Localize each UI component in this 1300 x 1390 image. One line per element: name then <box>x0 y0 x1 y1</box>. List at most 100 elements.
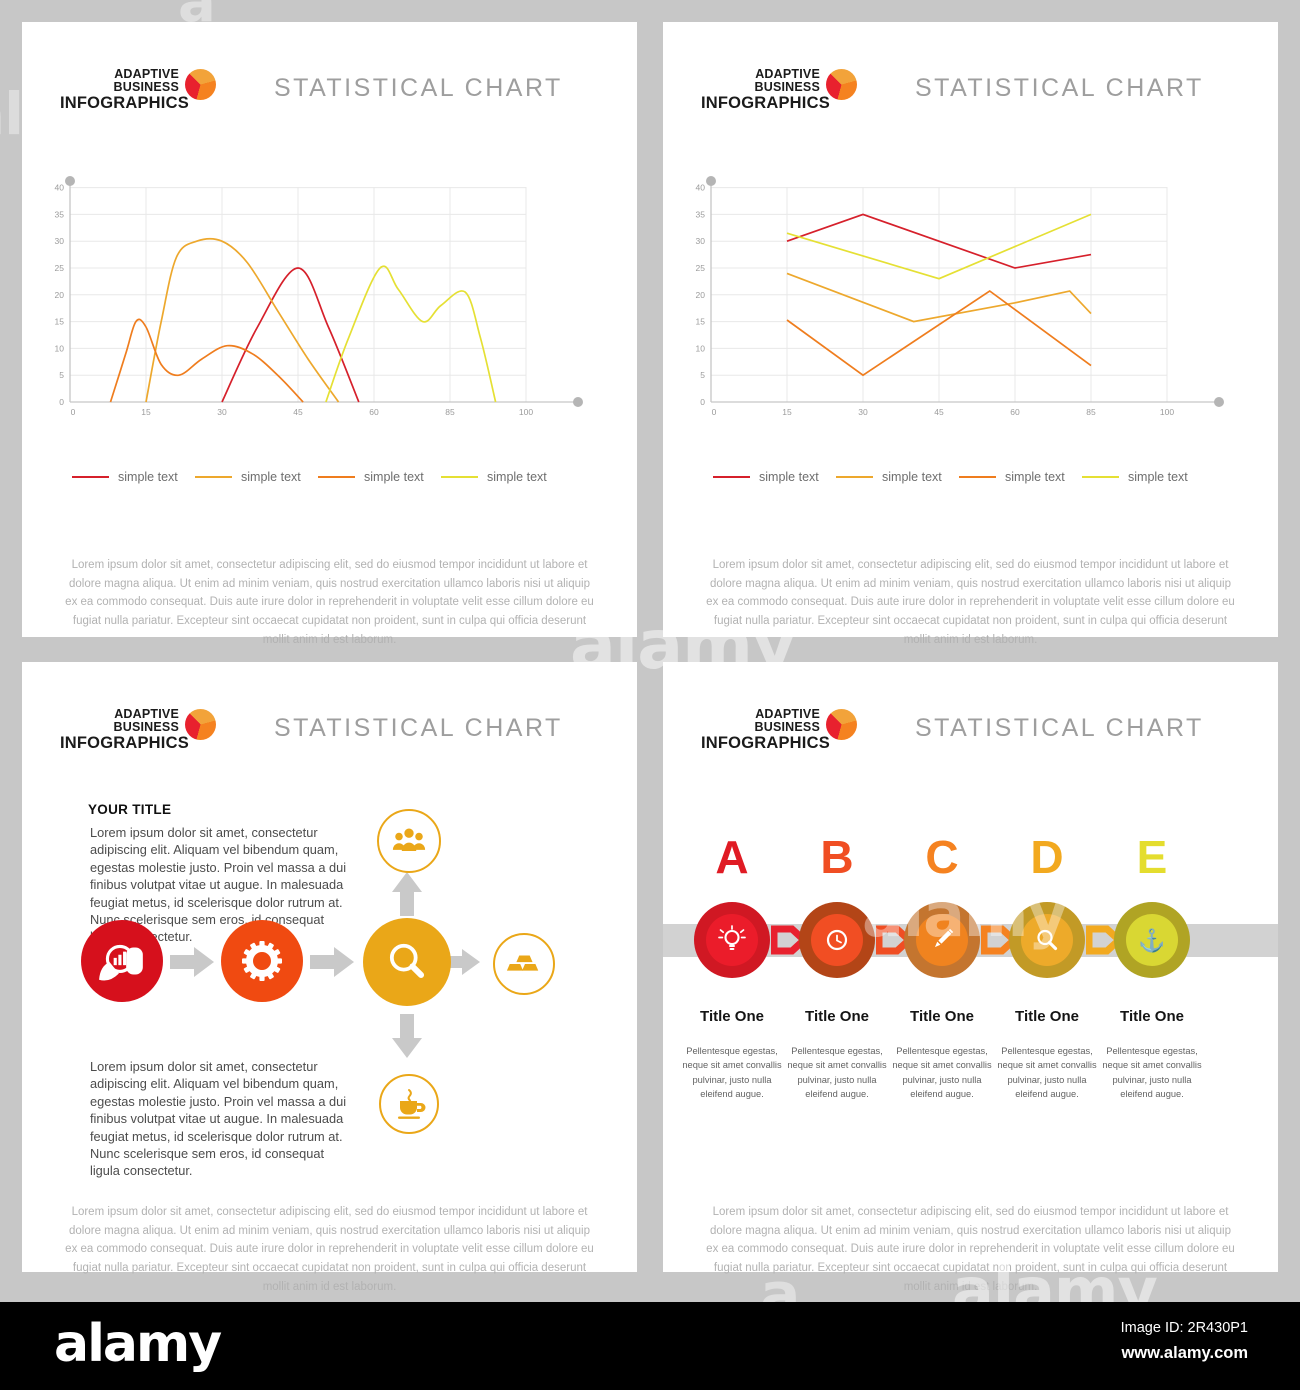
step-letter: B <box>820 831 854 883</box>
legend-label: simple text <box>759 470 819 484</box>
chevron-arrow-icon <box>1086 925 1122 955</box>
brand-line1: ADAPTIVE BUSINESS <box>113 67 179 95</box>
step-letter: A <box>715 831 749 883</box>
chart-legend: simple text simple text simple text simp… <box>713 470 1233 484</box>
process-step-a: A Title One Pelle <box>677 831 807 1099</box>
pencil-icon <box>934 928 954 948</box>
slide-title: STATISTICAL CHART <box>274 714 563 742</box>
brand-logo-text: ADAPTIVE BUSINESS INFOGRAPHICS <box>701 67 830 112</box>
step-circle <box>694 902 770 978</box>
slide-process-chart: ADAPTIVE BUSINESS INFOGRAPHICS STATISTIC… <box>663 662 1278 1293</box>
slide-title: STATISTICAL CHART <box>915 74 1204 102</box>
legend-label: simple text <box>1128 470 1188 484</box>
flow-paragraph-bottom: Lorem ipsum dolor sit amet, consectetur … <box>90 1059 347 1179</box>
legend-item: simple text <box>441 470 564 484</box>
process-step-e: E ⚓ Title One Pellentesque egestas, nequ… <box>1097 831 1207 1099</box>
svg-text:5: 5 <box>700 370 705 380</box>
clock-icon <box>826 929 848 951</box>
svg-text:35: 35 <box>55 209 65 219</box>
magnifier-icon <box>389 943 425 978</box>
flow-heading: YOUR TITLE <box>88 802 172 817</box>
legend-label: simple text <box>487 470 547 484</box>
svg-text:0: 0 <box>712 407 717 417</box>
step-letter: E <box>1136 831 1168 883</box>
flow-node-hand-chart <box>81 920 163 1002</box>
alamy-url: www.alamy.com <box>1121 1344 1248 1362</box>
flow-node-gear <box>221 920 303 1002</box>
line-chart-straight: 0 5 10 15 20 25 30 35 40 0 15 30 45 60 85 100 <box>691 172 1231 428</box>
arrow-right-icon <box>170 947 214 977</box>
arrow-right-icon <box>310 947 354 977</box>
arrow-down-icon <box>392 1014 422 1058</box>
legend-item: simple text <box>836 470 959 484</box>
lightbulb-icon <box>718 925 746 950</box>
step-text: Pellentesque egestas, neque sit amet con… <box>997 1046 1097 1100</box>
process-step-c: C Title One Pellentesque egestas, neque … <box>887 831 1017 1099</box>
step-title: Title One <box>700 1008 764 1025</box>
svg-text:100: 100 <box>519 407 533 417</box>
svg-text:20: 20 <box>696 290 706 300</box>
lorem-footer: Lorem ipsum dolor sit amet, consectetur … <box>706 1206 1235 1293</box>
chart-legend: simple text simple text simple text simp… <box>72 470 592 484</box>
legend-item: simple text <box>195 470 318 484</box>
svg-text:45: 45 <box>934 407 944 417</box>
step-circle <box>1009 902 1085 978</box>
brand-line1: ADAPTIVE BUSINESS <box>754 707 820 735</box>
slide-title: STATISTICAL CHART <box>274 74 563 102</box>
svg-text:0: 0 <box>700 397 705 407</box>
flow-node-people <box>377 809 441 873</box>
flow-node-coffee <box>379 1074 439 1134</box>
legend-label: simple text <box>241 470 301 484</box>
svg-text:60: 60 <box>1010 407 1020 417</box>
step-title: Title One <box>1015 1008 1079 1025</box>
pie-logo-icon <box>826 709 857 740</box>
step-circle-inner: ⚓ <box>1126 914 1178 966</box>
legend-swatch-yellow <box>1082 476 1119 478</box>
step-letter: C <box>925 831 959 883</box>
svg-text:0: 0 <box>59 397 64 407</box>
svg-text:⚓: ⚓ <box>1138 928 1165 953</box>
step-title: Title One <box>1120 1008 1184 1025</box>
arrow-right-icon <box>440 949 480 975</box>
line-chart-curves: 0 5 10 15 20 25 30 35 40 0 15 30 45 60 85 100 <box>50 172 590 428</box>
flow-paragraph-top: Lorem ipsum dolor sit amet, consectetur … <box>90 825 347 945</box>
magnifier-icon <box>1037 929 1058 951</box>
svg-text:30: 30 <box>696 236 706 246</box>
flow-node-magnifier <box>363 918 451 1006</box>
legend-label: simple text <box>364 470 424 484</box>
svg-text:40: 40 <box>55 183 65 193</box>
svg-text:10: 10 <box>696 343 706 353</box>
gold-bars-icon <box>506 955 539 971</box>
people-icon <box>392 828 426 851</box>
slide-title: STATISTICAL CHART <box>915 714 1204 742</box>
line-chart-svg: 0 5 10 15 20 25 30 35 40 0 15 30 45 60 85 100 <box>696 176 1224 417</box>
svg-text:85: 85 <box>445 407 455 417</box>
legend-item: simple text <box>713 470 836 484</box>
svg-text:15: 15 <box>782 407 792 417</box>
svg-text:0: 0 <box>71 407 76 417</box>
legend-label: simple text <box>118 470 178 484</box>
step-circle-inner <box>706 914 758 966</box>
brand-line2: INFOGRAPHICS <box>701 733 830 752</box>
alamy-logo: alamy <box>54 1314 222 1374</box>
step-circle: ⚓ <box>1114 902 1190 978</box>
brand-logo-text: ADAPTIVE BUSINESS INFOGRAPHICS <box>701 707 830 752</box>
legend-swatch-orange <box>959 476 996 478</box>
step-circle <box>904 902 980 978</box>
lorem-footer: Lorem ipsum dolor sit amet, consectetur … <box>706 559 1235 646</box>
legend-swatch-orange <box>318 476 355 478</box>
brand-line1: ADAPTIVE BUSINESS <box>754 67 820 95</box>
svg-text:10: 10 <box>55 343 65 353</box>
pie-logo-icon <box>185 69 216 100</box>
alamy-footer-bar: alamy Image ID: 2R430P1 www.alamy.com <box>0 1302 1300 1390</box>
step-text: Pellentesque egestas, neque sit amet con… <box>682 1046 782 1100</box>
legend-item: simple text <box>318 470 441 484</box>
svg-text:5: 5 <box>59 370 64 380</box>
coffee-cup-icon <box>398 1089 426 1119</box>
chevron-arrow-icon <box>771 925 807 955</box>
legend-swatch-yellow <box>441 476 478 478</box>
chevron-arrow-icon <box>876 925 912 955</box>
step-circle-inner <box>1021 914 1073 966</box>
step-circle-inner <box>916 914 968 966</box>
